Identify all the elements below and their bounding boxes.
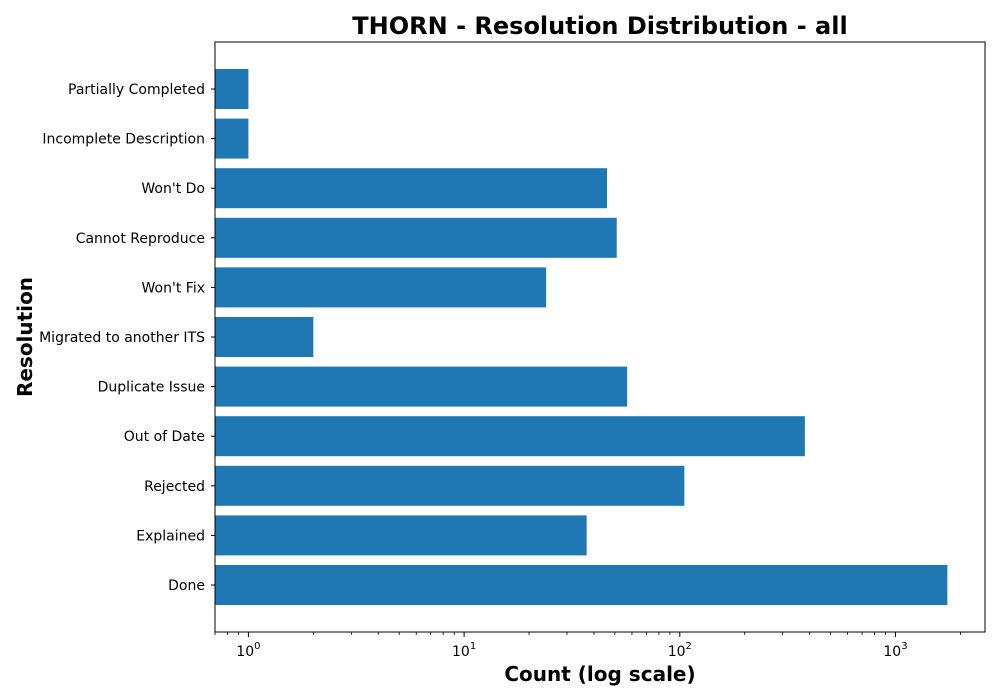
bar bbox=[215, 267, 547, 308]
bar bbox=[215, 515, 587, 556]
bar bbox=[215, 366, 628, 407]
bar bbox=[215, 69, 249, 109]
y-axis-label: Resolution bbox=[13, 277, 37, 397]
y-tick-label: Explained bbox=[136, 528, 205, 544]
x-ticks-group: 100 101 102 103 bbox=[214, 632, 961, 660]
bar bbox=[215, 118, 249, 159]
x-axis-label: Count (log scale) bbox=[504, 662, 695, 686]
y-tick-label: Cannot Reproduce bbox=[76, 231, 205, 247]
y-tick-label: Partially Completed bbox=[68, 82, 205, 98]
y-tick-label: Incomplete Description bbox=[42, 132, 205, 148]
x-tick-label: 100 bbox=[236, 641, 260, 660]
x-tick-label: 103 bbox=[883, 641, 907, 660]
chart-title: THORN - Resolution Distribution - all bbox=[352, 12, 847, 40]
plot-frame bbox=[214, 41, 986, 633]
bar bbox=[215, 416, 805, 457]
bar bbox=[215, 565, 948, 605]
y-tick-label: Rejected bbox=[144, 479, 205, 495]
x-tick-label: 101 bbox=[452, 641, 476, 660]
bar bbox=[215, 217, 617, 258]
y-tick-label: Won't Do bbox=[141, 181, 205, 197]
y-tick-label: Migrated to another ITS bbox=[39, 330, 205, 346]
y-tick-label: Won't Fix bbox=[142, 280, 205, 296]
bar bbox=[215, 317, 314, 357]
bars-group bbox=[215, 69, 948, 605]
y-tick-label: Out of Date bbox=[124, 429, 205, 445]
bar bbox=[215, 465, 685, 506]
x-tick-label: 102 bbox=[668, 641, 692, 660]
y-tick-label: Duplicate Issue bbox=[98, 380, 205, 396]
bar bbox=[215, 168, 608, 209]
y-tick-label: Done bbox=[168, 578, 205, 594]
y-ticks-group: Partially Completed Incomplete Descriptio… bbox=[39, 82, 215, 594]
